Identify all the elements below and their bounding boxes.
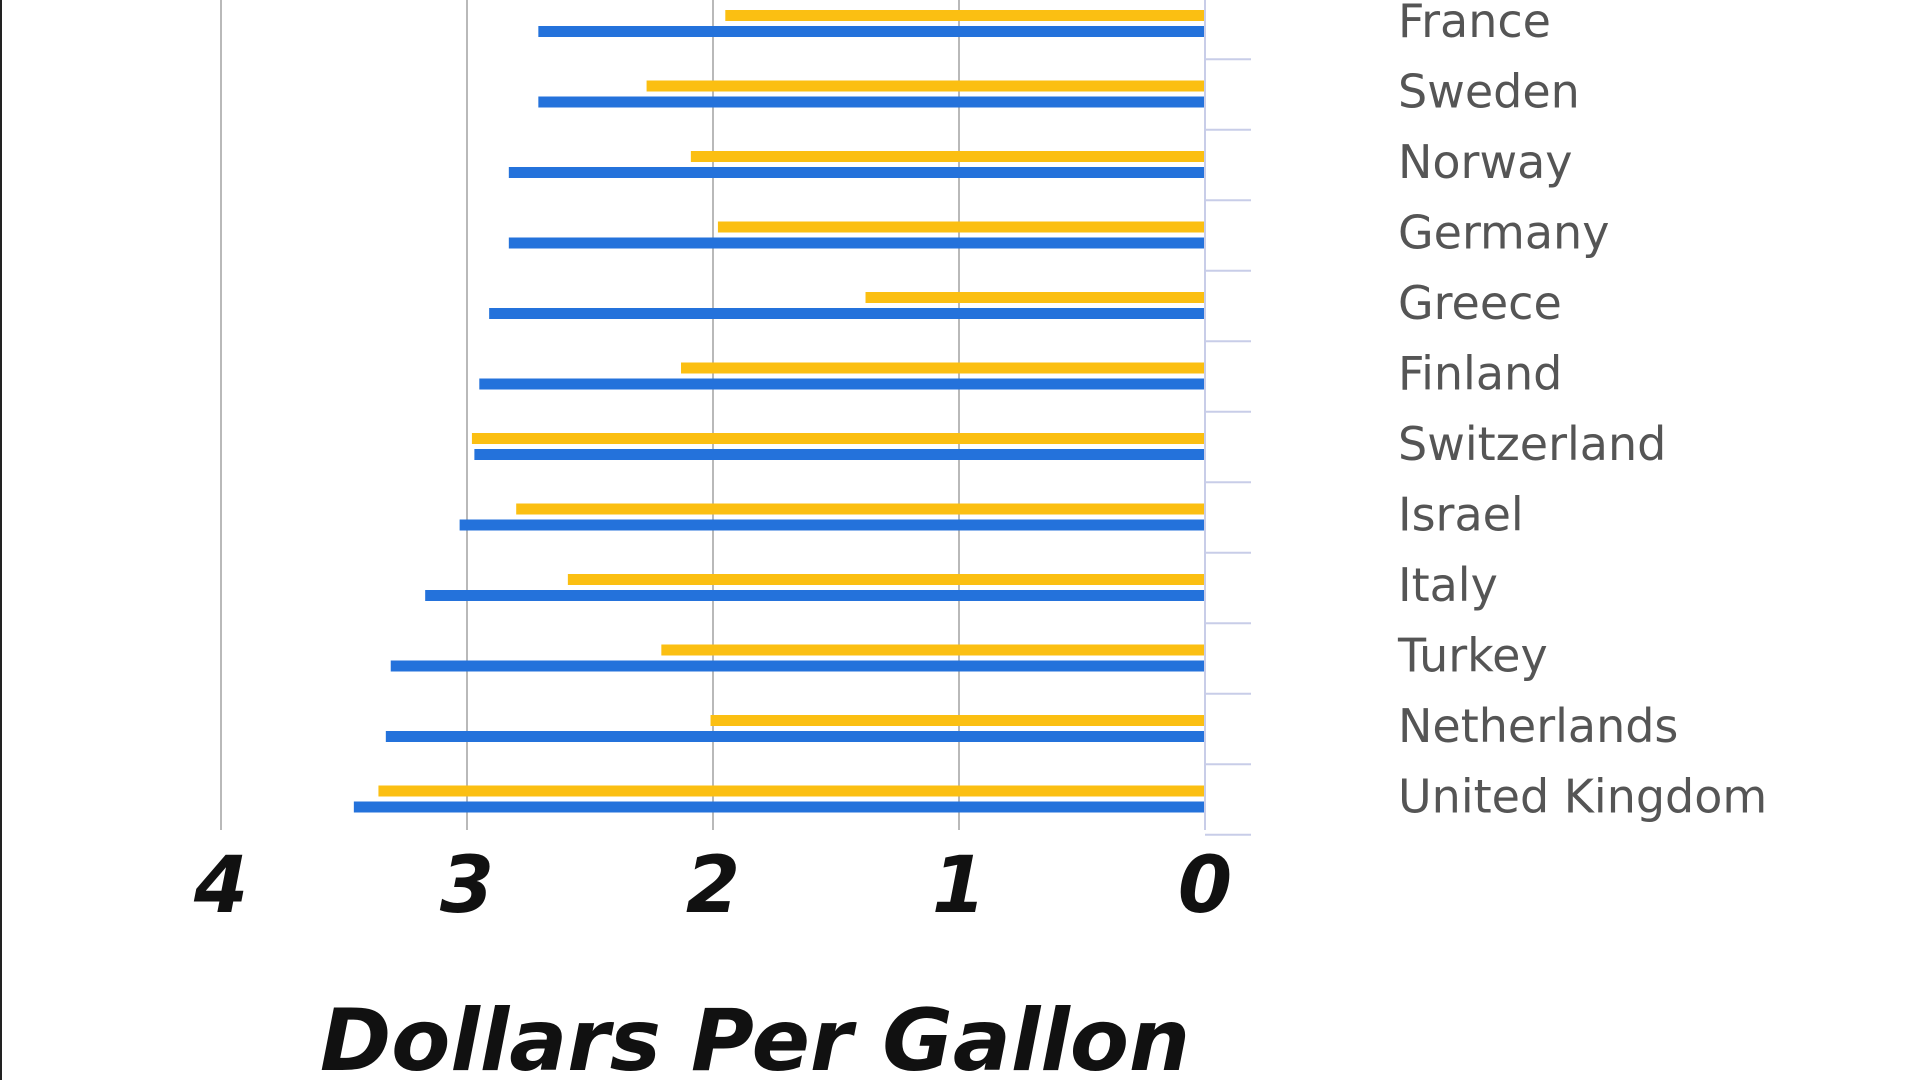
bar-blue-11 xyxy=(353,801,1206,813)
bar-blue-2 xyxy=(508,167,1205,178)
bar-blue-1 xyxy=(538,96,1205,108)
category-label-4: Greece xyxy=(1398,276,1562,330)
frame-left-edge xyxy=(0,0,2,1080)
x-axis-title: Dollars Per Gallon xyxy=(320,991,1190,1080)
bar-gold-10 xyxy=(710,715,1205,726)
bar-blue-4 xyxy=(489,308,1205,319)
bar-blue-7 xyxy=(459,519,1205,531)
category-label-2: Norway xyxy=(1398,135,1573,189)
gridlines xyxy=(220,0,960,830)
category-label-5: Finland xyxy=(1398,347,1562,401)
x-tick-label-1: 1 xyxy=(932,841,986,931)
x-tick-label-2: 2 xyxy=(686,841,740,931)
bar-blue-6 xyxy=(474,449,1205,460)
category-label-7: Israel xyxy=(1398,488,1524,542)
bar-gold-9 xyxy=(661,644,1205,656)
category-label-1: Sweden xyxy=(1398,65,1580,119)
bar-gold-0 xyxy=(725,10,1205,21)
category-label-3: Germany xyxy=(1398,206,1609,260)
bar-blue-10 xyxy=(385,731,1205,742)
bar-gold-1 xyxy=(646,80,1205,92)
bars xyxy=(353,10,1206,813)
bar-blue-8 xyxy=(425,590,1205,601)
bar-gold-5 xyxy=(681,362,1205,374)
bar-gold-4 xyxy=(865,292,1205,303)
bar-gold-6 xyxy=(471,433,1205,444)
bar-blue-3 xyxy=(508,237,1205,249)
bar-blue-0 xyxy=(538,26,1205,37)
category-labels: France Sweden Norway Germany Greece Finland Sw… xyxy=(1397,0,1767,824)
bar-gold-11 xyxy=(378,785,1205,797)
category-label-11: United Kingdom xyxy=(1398,770,1767,824)
bar-blue-9 xyxy=(390,660,1205,672)
x-tick-label-4: 4 xyxy=(193,841,248,931)
x-tick-label-3: 3 xyxy=(440,841,494,931)
y-axis xyxy=(1204,0,1251,836)
x-tick-label-0: 0 xyxy=(1178,841,1232,931)
bar-blue-5 xyxy=(479,378,1205,390)
category-label-8: Italy xyxy=(1398,558,1498,612)
bar-gold-8 xyxy=(567,574,1205,585)
category-label-6: Switzerland xyxy=(1398,417,1666,471)
x-tick-labels: 4 3 2 1 0 xyxy=(193,841,1232,931)
category-label-10: Netherlands xyxy=(1398,699,1678,753)
bar-gold-2 xyxy=(690,151,1205,162)
bar-gold-3 xyxy=(717,221,1205,233)
category-label-0: France xyxy=(1398,0,1551,48)
category-label-9: Turkey xyxy=(1397,629,1548,683)
bar-gold-7 xyxy=(516,503,1205,515)
